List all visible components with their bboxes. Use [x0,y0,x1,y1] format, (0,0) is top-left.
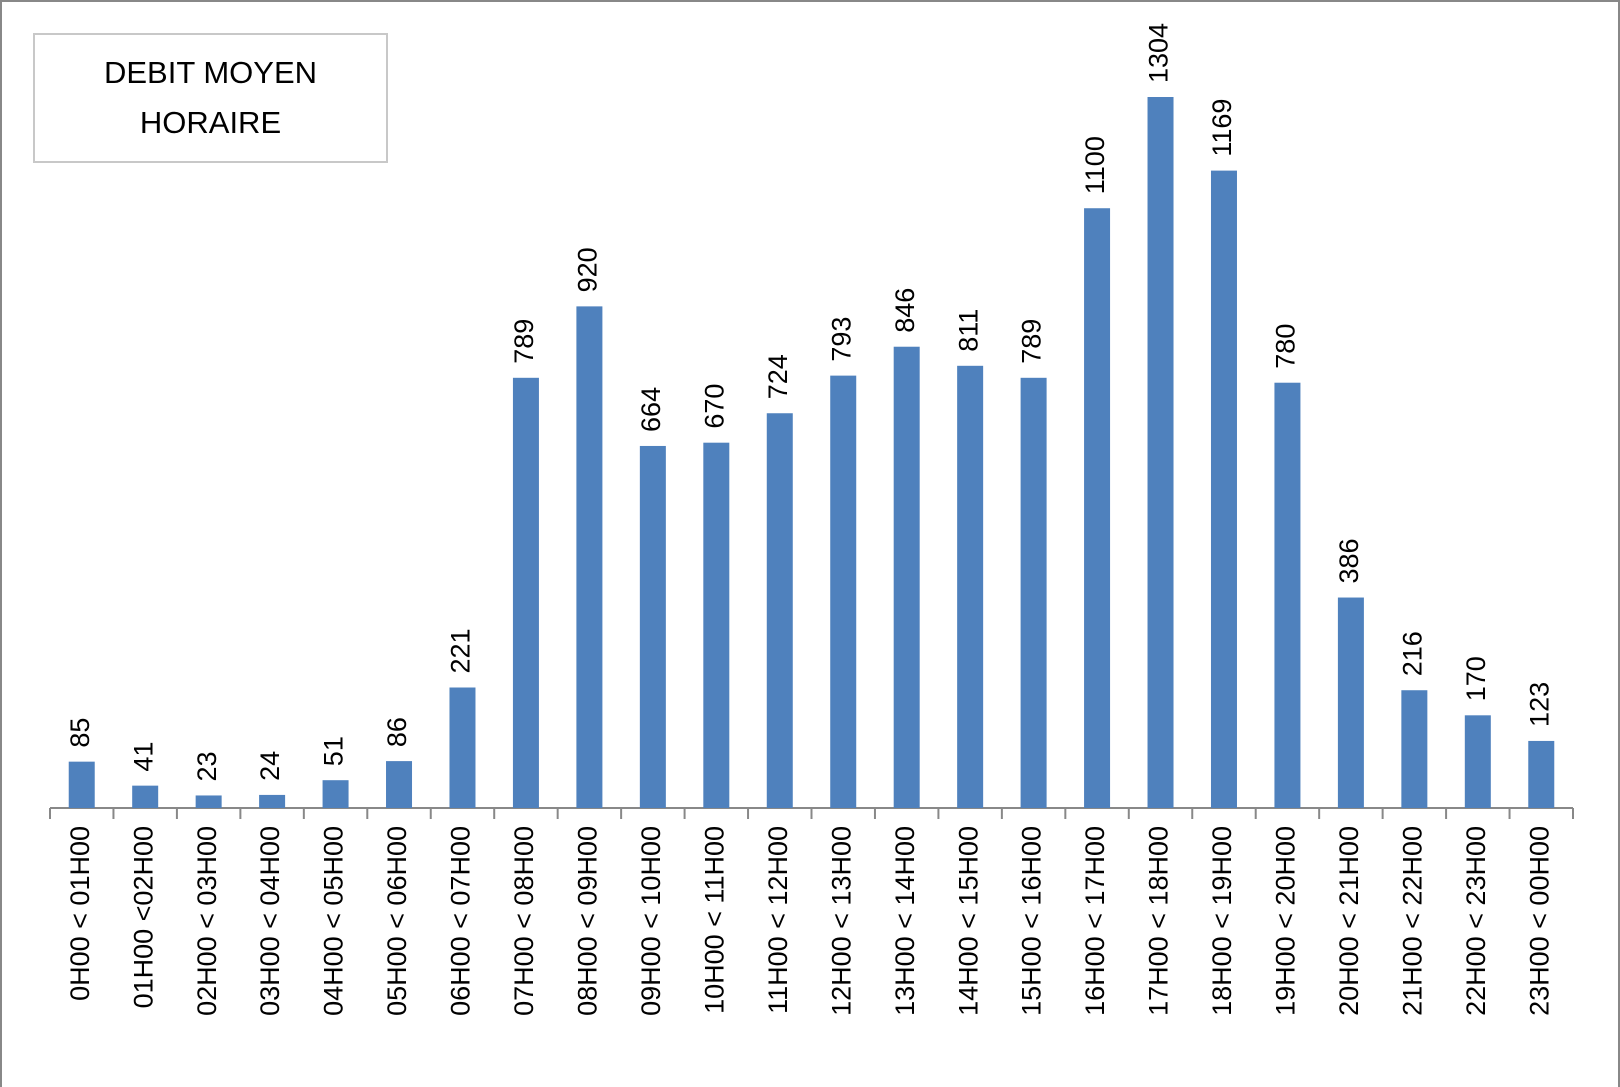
data-label: 1100 [1080,136,1110,194]
bar [1147,97,1174,808]
bar [1337,597,1364,808]
x-tick-label: 02H00 < 03H00 [192,826,222,1016]
bar [1210,170,1237,808]
data-label: 123 [1524,682,1554,727]
bar [1464,715,1491,808]
x-tick-label: 06H00 < 07H00 [446,826,476,1016]
x-tick-label: 09H00 < 10H00 [636,826,666,1016]
data-label: 846 [890,288,920,333]
data-label: 24 [255,751,285,781]
x-tick-label: 10H00 < 11H00 [699,826,729,1014]
bar [1274,382,1301,808]
data-label: 789 [1017,319,1047,364]
bar [893,346,920,808]
data-label: 86 [382,717,412,747]
x-tick-label: 13H00 < 14H00 [890,826,920,1016]
x-tick-label: 14H00 < 15H00 [953,826,983,1016]
x-tick-label: 18H00 < 19H00 [1207,826,1237,1016]
x-tick-label: 22H00 < 23H00 [1461,826,1491,1016]
bar [766,413,793,808]
x-tick-label: 05H00 < 06H00 [382,826,412,1016]
bar [132,785,159,808]
data-label: 51 [319,736,349,766]
data-label: 386 [1334,538,1364,583]
x-tick-label: 17H00 < 18H00 [1144,826,1174,1016]
bar [639,445,666,808]
bar [386,761,413,808]
bar [576,306,603,808]
data-label: 724 [763,354,793,399]
data-label: 920 [573,247,603,292]
bar [68,761,95,808]
data-label: 789 [509,319,539,364]
data-label: 780 [1271,324,1301,369]
x-tick-label: 15H00 < 16H00 [1017,826,1047,1016]
data-label: 811 [953,309,983,352]
x-tick-label: 03H00 < 04H00 [255,826,285,1016]
data-label: 1169 [1207,99,1237,157]
x-tick-label: 07H00 < 08H00 [509,826,539,1016]
x-tick-label: 23H00 < 00H00 [1524,826,1554,1016]
bar [830,375,857,808]
bar [1528,740,1555,808]
data-label: 221 [446,628,476,673]
bar [259,794,286,808]
bar [1020,377,1047,808]
data-label: 170 [1461,656,1491,701]
bar [703,442,730,808]
data-label: 23 [192,751,222,781]
data-label: 670 [699,384,729,429]
x-tick-label: 19H00 < 20H00 [1271,826,1301,1016]
bar [512,377,539,808]
data-label: 1304 [1144,23,1174,83]
data-label: 793 [826,317,856,362]
x-tick-label: 01H00 <02H00 [128,826,158,1008]
x-tick-label: 0H00 < 01H00 [65,826,95,1001]
x-tick-label: 21H00 < 22H00 [1397,826,1427,1016]
bar [449,687,476,808]
data-label: 216 [1397,631,1427,676]
chart-title: DEBIT MOYEN HORAIRE [33,33,388,163]
x-tick-label: 08H00 < 09H00 [573,826,603,1016]
bar [957,365,984,808]
x-tick-label: 12H00 < 13H00 [826,826,856,1016]
bar [1084,208,1111,809]
x-tick-label: 16H00 < 17H00 [1080,826,1110,1016]
data-label: 41 [128,742,158,772]
bar [322,780,349,808]
bar [1401,690,1428,808]
x-tick-label: 11H00 < 12H00 [763,826,793,1014]
x-tick-label: 20H00 < 21H00 [1334,826,1364,1016]
bar [195,795,222,808]
data-label: 664 [636,387,666,432]
data-label: 85 [65,718,95,748]
x-tick-label: 04H00 < 05H00 [319,826,349,1016]
